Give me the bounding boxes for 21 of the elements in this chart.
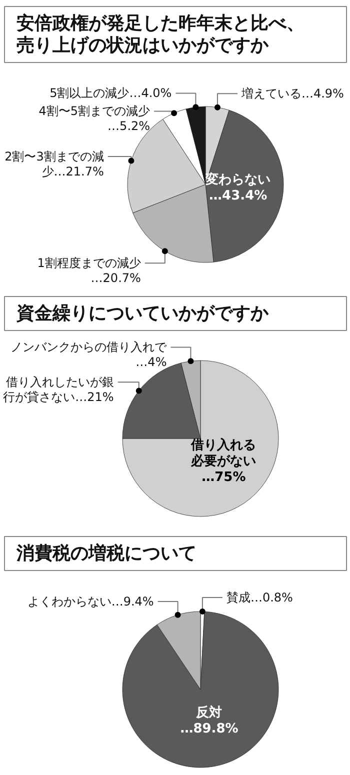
chart-title: 安倍政権が発足した昨年末と比べ、売り上げの状況はいかがですか [16,13,304,56]
data-label: …43.4% [209,188,268,204]
chart-title: 資金繰りについていかがですか [16,303,270,324]
slice-label: 1割程度までの減少 [37,256,141,270]
slice-label: 2割〜3割までの減少…21.7% [4,149,104,178]
slice-label: 反対 [195,704,222,721]
slice-label: 変わらない [204,171,271,188]
slice-label: 借り入れしたいが銀行が貸さない…21% [3,375,114,404]
slice-label: 増えている…4.9% [240,86,344,101]
data-label: …75% [202,470,246,486]
data-label: …89.8% [180,722,238,737]
slice-label: 借り入れる必要がない [190,437,256,470]
data-label: …20.7% [90,271,141,286]
data-label: …4% [136,355,167,370]
slice-label: 4割〜5割までの減少 [38,104,150,118]
slice-label: 5割以上の減少…4.0% [50,86,172,100]
slice-label: よくわからない…9.4% [27,594,154,608]
slice-label: ノンバンクからの借り入れで [10,340,168,354]
data-label: …5.2% [108,119,150,134]
chart-title: 消費税の増税について [16,542,196,564]
slice-label: 賛成…0.8% [226,590,293,605]
